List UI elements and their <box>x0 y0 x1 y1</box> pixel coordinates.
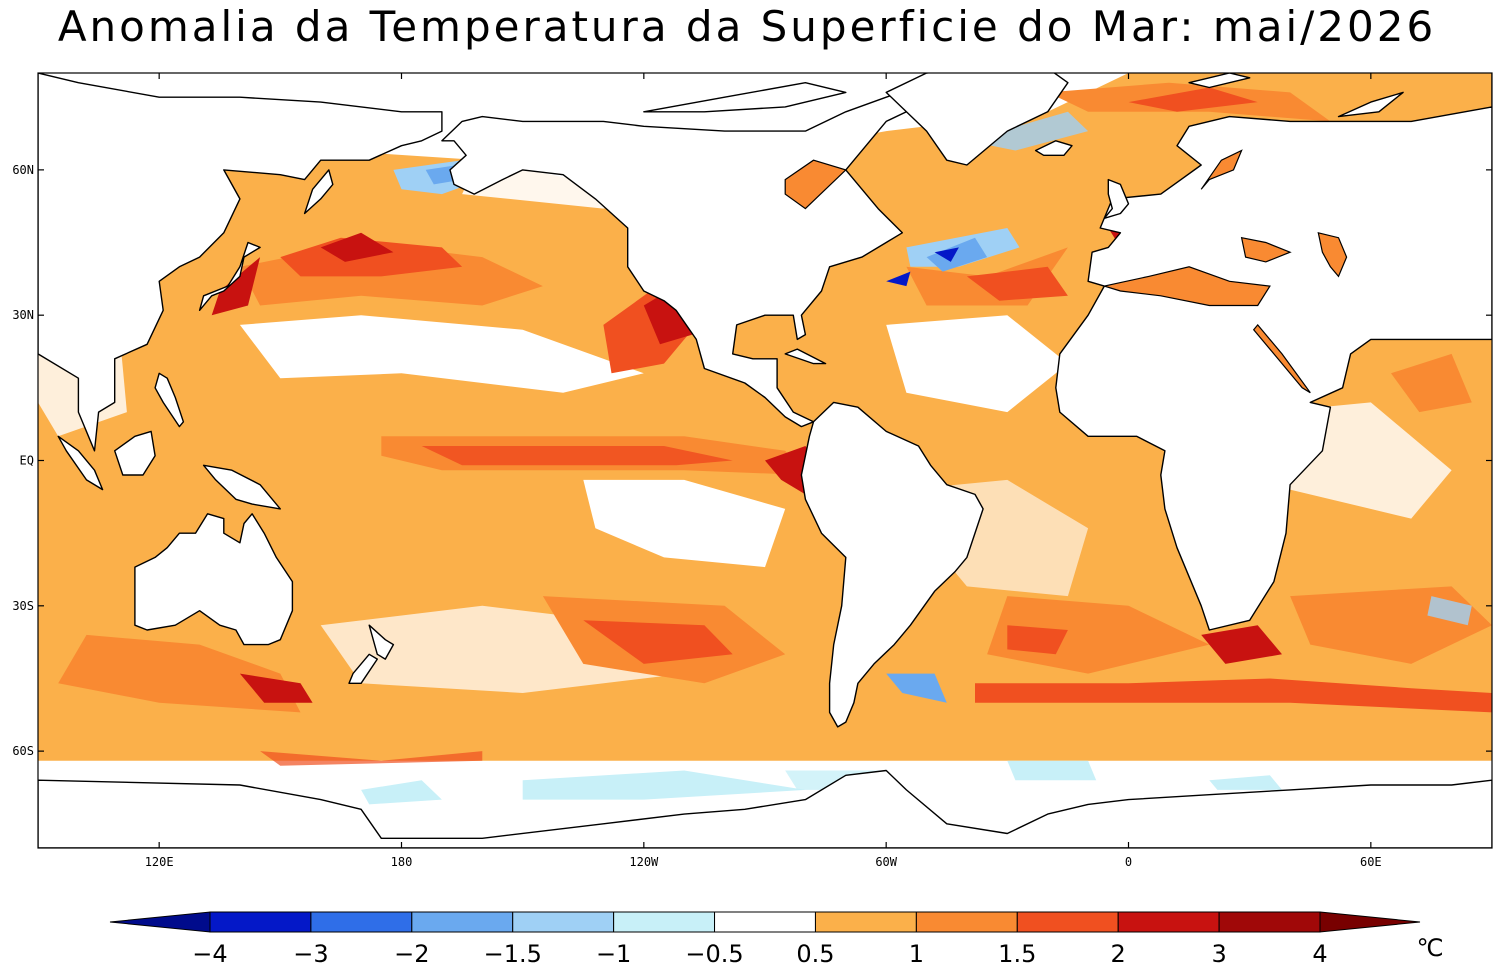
anomaly-region <box>1201 625 1282 664</box>
lon-tick-label: 180 <box>391 855 413 869</box>
anomaly-region <box>1209 775 1282 790</box>
red-sea-gulf <box>1252 323 1311 394</box>
colorbar-label: −1 <box>596 940 631 964</box>
anomaly-region <box>1007 760 1097 781</box>
anomaly-region <box>522 770 806 800</box>
anomaly-region <box>934 247 959 262</box>
latitude-ticks: 60N 30N EQ 30S 60S <box>12 163 1492 758</box>
lon-tick-label: 60E <box>1360 855 1382 869</box>
colorbar-label: 0.5 <box>796 940 834 964</box>
colorbar-swatch <box>714 911 816 933</box>
lon-tick-label: 120E <box>145 855 174 869</box>
land-eurasia <box>38 73 443 452</box>
colorbar-swatch <box>915 911 1018 933</box>
longitude-ticks: 120E 180 120W 60W 0 60E <box>145 73 1382 869</box>
land-new-zealand-s <box>348 653 378 684</box>
land-arctic-islands <box>643 82 847 113</box>
anomaly-region <box>1427 596 1472 626</box>
colorbar-swatch <box>1218 911 1321 933</box>
land-japan <box>198 241 261 311</box>
anomaly-region <box>239 315 644 393</box>
colorbar-label: 1 <box>909 940 924 964</box>
anomaly-region <box>1391 353 1472 413</box>
anomaly-region <box>320 232 394 262</box>
colorbar-label: −2 <box>394 940 429 964</box>
land-masses <box>38 73 1492 848</box>
lon-tick-label: 120W <box>629 855 659 869</box>
colorbar-low-triangle <box>109 911 211 933</box>
anomaly-region <box>1007 625 1068 655</box>
hudson-bay <box>784 159 847 210</box>
anomaly-region <box>1128 87 1258 112</box>
land-greenland <box>885 73 1069 166</box>
anomaly-region <box>975 678 1492 713</box>
anomaly-region <box>361 780 442 805</box>
colorbar-label: −3 <box>293 940 328 964</box>
lon-tick-label: 0 <box>1125 855 1132 869</box>
lat-tick-label: EQ <box>20 454 34 468</box>
anomaly-region <box>926 237 988 272</box>
caspian-sea <box>1317 231 1348 278</box>
anomaly-region <box>886 673 947 703</box>
anomaly-region <box>421 446 733 466</box>
colorbar-label: −0.5 <box>685 940 743 964</box>
lon-tick-label: 60W <box>875 855 897 869</box>
land-iceland <box>1034 140 1073 156</box>
colorbar-swatch <box>310 911 413 933</box>
anomaly-region <box>583 620 733 664</box>
lat-tick-label: 30N <box>12 308 34 322</box>
anomaly-region <box>987 596 1210 674</box>
colorbar-swatch <box>1117 911 1220 933</box>
land-sakhalin-kamchatka <box>303 169 334 215</box>
colorbar-label: 2 <box>1111 940 1126 964</box>
colorbar-swatch <box>613 911 716 933</box>
colorbar-swatch <box>411 911 514 933</box>
land-new-guinea <box>202 464 281 510</box>
land-cuba <box>784 348 827 365</box>
land-sri-lanka-philippines <box>154 372 185 428</box>
lat-tick-label: 30S <box>12 599 34 613</box>
colorbar-high-triangle <box>1319 911 1421 933</box>
land-sumatra <box>57 435 104 491</box>
colorbar-label: 4 <box>1312 940 1327 964</box>
anomaly-region <box>239 673 313 703</box>
colorbar-swatch <box>1016 911 1119 933</box>
anomaly-region <box>966 266 1068 301</box>
colorbar-swatch <box>209 911 312 933</box>
anomaly-region <box>58 634 301 713</box>
anomaly-region <box>260 751 483 766</box>
anomaly-region <box>966 111 1089 151</box>
black-sea <box>1240 236 1292 263</box>
land-novaya-zemlya <box>1337 91 1404 118</box>
anomaly-region <box>211 257 261 316</box>
land-svalbard <box>1188 73 1251 89</box>
land-australia <box>134 513 294 646</box>
colorbar: −4 −3 −2 −1.5 −1 −0.5 0.5 1 1.5 2 3 4 ℃ <box>109 911 1444 964</box>
anomaly-region <box>583 479 786 568</box>
colorbar-unit: ℃ <box>1417 934 1444 962</box>
anomaly-region <box>886 271 911 287</box>
lat-tick-label: 60N <box>12 163 34 177</box>
land-south-america <box>800 401 984 728</box>
colorbar-label: 3 <box>1211 940 1226 964</box>
colorbar-swatch <box>512 911 615 933</box>
land-borneo <box>114 430 156 476</box>
land-antarctica <box>38 769 1492 848</box>
map-title: Anomalia da Temperatura da Superficie do… <box>57 2 1437 51</box>
land-new-zealand-n <box>368 624 395 660</box>
colorbar-label: −4 <box>192 940 227 964</box>
mediterranean <box>1101 266 1271 307</box>
lat-tick-label: 60S <box>12 744 34 758</box>
colorbar-label: −1.5 <box>484 940 542 964</box>
land-britain <box>1103 178 1130 219</box>
colorbar-label: 1.5 <box>998 940 1036 964</box>
baltic-sea <box>1200 149 1243 190</box>
anomaly-region <box>886 315 1068 413</box>
colorbar-swatch <box>814 911 917 933</box>
